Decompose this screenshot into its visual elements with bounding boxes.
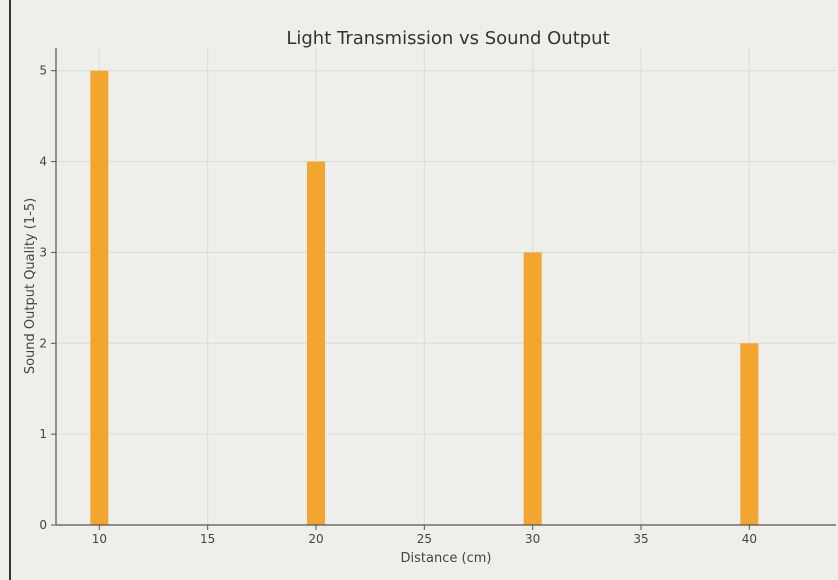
x-tick-label-10: 10 bbox=[92, 532, 107, 546]
y-tick-label-4: 4 bbox=[39, 155, 47, 169]
y-tick-label-2: 2 bbox=[39, 336, 47, 350]
y-tick-label-1: 1 bbox=[39, 427, 47, 441]
bar-x-20 bbox=[307, 161, 325, 526]
x-tick-label-20: 20 bbox=[308, 532, 323, 546]
x-tick-label-35: 35 bbox=[633, 532, 648, 546]
ticks: 0 1 2 3 4 5 10 15 20 25 30 35 40 bbox=[39, 64, 757, 546]
y-tick-label-5: 5 bbox=[39, 64, 47, 78]
x-tick-label-40: 40 bbox=[742, 532, 757, 546]
y-tick-label-3: 3 bbox=[39, 245, 47, 259]
x-axis-label: Distance (cm) bbox=[401, 551, 492, 566]
bar-x-40 bbox=[740, 343, 759, 525]
bars bbox=[90, 70, 759, 526]
x-tick-label-25: 25 bbox=[417, 532, 432, 546]
x-tick-label-15: 15 bbox=[200, 532, 215, 546]
bar-x-10 bbox=[90, 70, 109, 525]
y-axis-label: Sound Output Quality (1-5) bbox=[23, 198, 38, 374]
bar-x-30 bbox=[523, 252, 542, 525]
x-tick-label-30: 30 bbox=[525, 532, 540, 546]
axes bbox=[55, 48, 836, 526]
y-tick-label-0: 0 bbox=[39, 518, 47, 532]
chart-title: Light Transmission vs Sound Output bbox=[286, 28, 609, 49]
